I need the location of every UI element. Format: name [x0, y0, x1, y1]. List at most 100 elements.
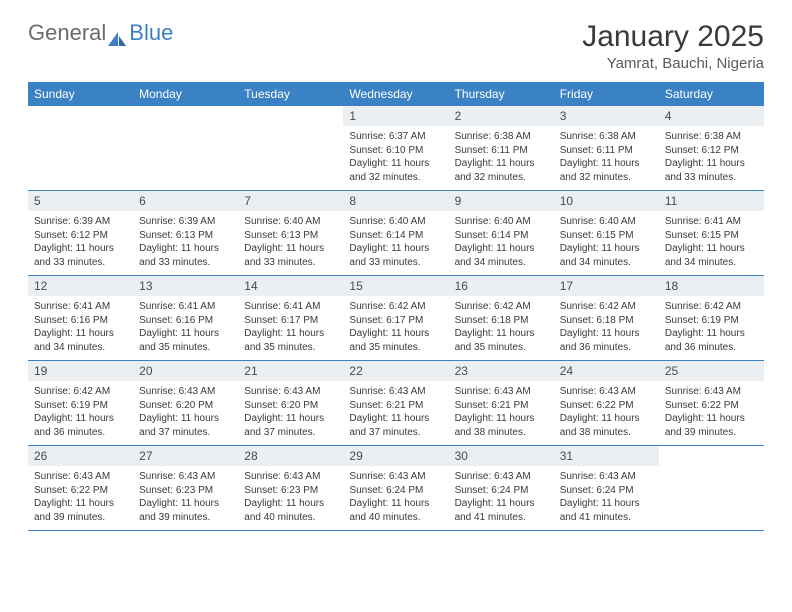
day-details: Sunrise: 6:43 AMSunset: 6:22 PMDaylight:… [659, 381, 764, 445]
logo-blue-label: Blue [129, 20, 173, 46]
calendar: SundayMondayTuesdayWednesdayThursdayFrid… [28, 82, 764, 531]
logo: General Blue [28, 20, 173, 46]
day-details: Sunrise: 6:42 AMSunset: 6:18 PMDaylight:… [449, 296, 554, 360]
day-number: 8 [343, 191, 448, 211]
weekday-header: Tuesday [238, 82, 343, 106]
calendar-day: 7Sunrise: 6:40 AMSunset: 6:13 PMDaylight… [238, 191, 343, 275]
day-details: Sunrise: 6:42 AMSunset: 6:18 PMDaylight:… [554, 296, 659, 360]
day-details: Sunrise: 6:43 AMSunset: 6:23 PMDaylight:… [133, 466, 238, 530]
month-title: January 2025 [582, 20, 764, 53]
calendar-day: 22Sunrise: 6:43 AMSunset: 6:21 PMDayligh… [343, 361, 448, 445]
calendar-week: 26Sunrise: 6:43 AMSunset: 6:22 PMDayligh… [28, 446, 764, 531]
day-number: 16 [449, 276, 554, 296]
day-number: 23 [449, 361, 554, 381]
day-details: Sunrise: 6:39 AMSunset: 6:12 PMDaylight:… [28, 211, 133, 275]
day-details: Sunrise: 6:43 AMSunset: 6:24 PMDaylight:… [343, 466, 448, 530]
calendar-day: 4Sunrise: 6:38 AMSunset: 6:12 PMDaylight… [659, 106, 764, 190]
calendar-day: 27Sunrise: 6:43 AMSunset: 6:23 PMDayligh… [133, 446, 238, 530]
day-details: Sunrise: 6:42 AMSunset: 6:17 PMDaylight:… [343, 296, 448, 360]
calendar-day: 19Sunrise: 6:42 AMSunset: 6:19 PMDayligh… [28, 361, 133, 445]
day-number: 10 [554, 191, 659, 211]
day-number: 27 [133, 446, 238, 466]
day-number: 3 [554, 106, 659, 126]
calendar-body: 1Sunrise: 6:37 AMSunset: 6:10 PMDaylight… [28, 106, 764, 531]
day-number: 15 [343, 276, 448, 296]
day-details: Sunrise: 6:41 AMSunset: 6:16 PMDaylight:… [133, 296, 238, 360]
day-number: 2 [449, 106, 554, 126]
day-number: 13 [133, 276, 238, 296]
weekday-header: Friday [554, 82, 659, 106]
day-number: 22 [343, 361, 448, 381]
weekday-header: Saturday [659, 82, 764, 106]
calendar-day [28, 106, 133, 190]
calendar-day: 6Sunrise: 6:39 AMSunset: 6:13 PMDaylight… [133, 191, 238, 275]
day-number: 28 [238, 446, 343, 466]
day-number: 31 [554, 446, 659, 466]
day-details: Sunrise: 6:42 AMSunset: 6:19 PMDaylight:… [28, 381, 133, 445]
day-number: 1 [343, 106, 448, 126]
weekday-header: Thursday [449, 82, 554, 106]
calendar-week: 19Sunrise: 6:42 AMSunset: 6:19 PMDayligh… [28, 361, 764, 446]
calendar-day [659, 446, 764, 530]
day-details: Sunrise: 6:43 AMSunset: 6:24 PMDaylight:… [449, 466, 554, 530]
day-number: 30 [449, 446, 554, 466]
weekday-header: Sunday [28, 82, 133, 106]
calendar-day: 21Sunrise: 6:43 AMSunset: 6:20 PMDayligh… [238, 361, 343, 445]
day-number: 19 [28, 361, 133, 381]
day-details: Sunrise: 6:40 AMSunset: 6:15 PMDaylight:… [554, 211, 659, 275]
day-details: Sunrise: 6:41 AMSunset: 6:15 PMDaylight:… [659, 211, 764, 275]
logo-sail-icon [108, 26, 126, 40]
calendar-day: 28Sunrise: 6:43 AMSunset: 6:23 PMDayligh… [238, 446, 343, 530]
calendar-day: 30Sunrise: 6:43 AMSunset: 6:24 PMDayligh… [449, 446, 554, 530]
calendar-week: 12Sunrise: 6:41 AMSunset: 6:16 PMDayligh… [28, 276, 764, 361]
calendar-day: 1Sunrise: 6:37 AMSunset: 6:10 PMDaylight… [343, 106, 448, 190]
calendar-day [238, 106, 343, 190]
day-number: 12 [28, 276, 133, 296]
logo-text-general: General [28, 20, 106, 46]
day-details: Sunrise: 6:38 AMSunset: 6:12 PMDaylight:… [659, 126, 764, 190]
day-number: 25 [659, 361, 764, 381]
calendar-day: 11Sunrise: 6:41 AMSunset: 6:15 PMDayligh… [659, 191, 764, 275]
day-details: Sunrise: 6:43 AMSunset: 6:22 PMDaylight:… [554, 381, 659, 445]
day-number: 26 [28, 446, 133, 466]
calendar-day: 16Sunrise: 6:42 AMSunset: 6:18 PMDayligh… [449, 276, 554, 360]
calendar-day: 5Sunrise: 6:39 AMSunset: 6:12 PMDaylight… [28, 191, 133, 275]
day-details: Sunrise: 6:41 AMSunset: 6:17 PMDaylight:… [238, 296, 343, 360]
day-number: 14 [238, 276, 343, 296]
calendar-week: 5Sunrise: 6:39 AMSunset: 6:12 PMDaylight… [28, 191, 764, 276]
day-details: Sunrise: 6:40 AMSunset: 6:13 PMDaylight:… [238, 211, 343, 275]
day-number: 11 [659, 191, 764, 211]
day-details: Sunrise: 6:40 AMSunset: 6:14 PMDaylight:… [343, 211, 448, 275]
calendar-day [133, 106, 238, 190]
header: General Blue January 2025 Yamrat, Bauchi… [28, 20, 764, 72]
day-number: 5 [28, 191, 133, 211]
calendar-day: 10Sunrise: 6:40 AMSunset: 6:15 PMDayligh… [554, 191, 659, 275]
day-details: Sunrise: 6:43 AMSunset: 6:24 PMDaylight:… [554, 466, 659, 530]
day-details: Sunrise: 6:38 AMSunset: 6:11 PMDaylight:… [554, 126, 659, 190]
weekday-header: Monday [133, 82, 238, 106]
day-number: 18 [659, 276, 764, 296]
calendar-day: 23Sunrise: 6:43 AMSunset: 6:21 PMDayligh… [449, 361, 554, 445]
calendar-day: 8Sunrise: 6:40 AMSunset: 6:14 PMDaylight… [343, 191, 448, 275]
calendar-day: 20Sunrise: 6:43 AMSunset: 6:20 PMDayligh… [133, 361, 238, 445]
calendar-day: 17Sunrise: 6:42 AMSunset: 6:18 PMDayligh… [554, 276, 659, 360]
day-details: Sunrise: 6:43 AMSunset: 6:23 PMDaylight:… [238, 466, 343, 530]
day-number: 17 [554, 276, 659, 296]
calendar-day: 14Sunrise: 6:41 AMSunset: 6:17 PMDayligh… [238, 276, 343, 360]
calendar-day: 25Sunrise: 6:43 AMSunset: 6:22 PMDayligh… [659, 361, 764, 445]
day-number: 9 [449, 191, 554, 211]
day-number: 24 [554, 361, 659, 381]
day-number: 7 [238, 191, 343, 211]
calendar-day: 15Sunrise: 6:42 AMSunset: 6:17 PMDayligh… [343, 276, 448, 360]
day-number: 4 [659, 106, 764, 126]
calendar-day: 12Sunrise: 6:41 AMSunset: 6:16 PMDayligh… [28, 276, 133, 360]
weekday-header: Wednesday [343, 82, 448, 106]
calendar-week: 1Sunrise: 6:37 AMSunset: 6:10 PMDaylight… [28, 106, 764, 191]
day-details: Sunrise: 6:39 AMSunset: 6:13 PMDaylight:… [133, 211, 238, 275]
calendar-day: 26Sunrise: 6:43 AMSunset: 6:22 PMDayligh… [28, 446, 133, 530]
day-details: Sunrise: 6:40 AMSunset: 6:14 PMDaylight:… [449, 211, 554, 275]
day-details: Sunrise: 6:37 AMSunset: 6:10 PMDaylight:… [343, 126, 448, 190]
title-block: January 2025 Yamrat, Bauchi, Nigeria [582, 20, 764, 72]
day-details: Sunrise: 6:43 AMSunset: 6:20 PMDaylight:… [133, 381, 238, 445]
day-details: Sunrise: 6:41 AMSunset: 6:16 PMDaylight:… [28, 296, 133, 360]
